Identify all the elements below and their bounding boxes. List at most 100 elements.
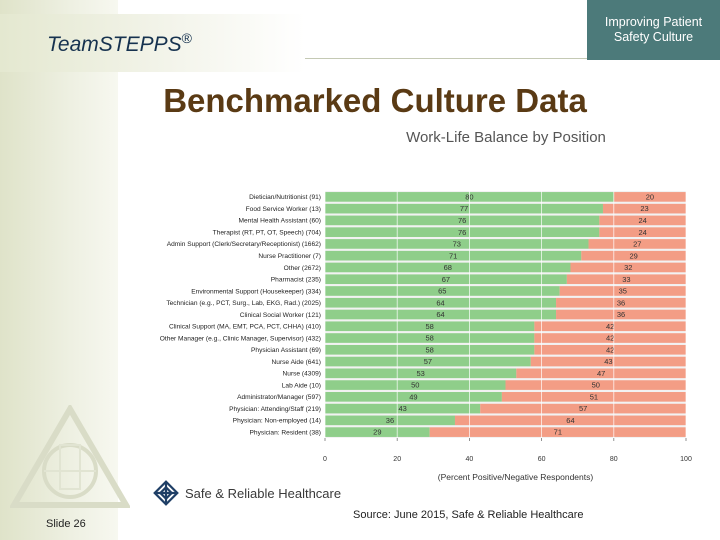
work-life-balance-chart: Work-Life Balance by Position Dietician/N… — [160, 129, 692, 482]
data-label-negative: 71 — [554, 428, 562, 437]
data-label-positive: 67 — [442, 275, 450, 284]
x-tick-label: 60 — [538, 456, 546, 463]
bar-positive — [325, 262, 571, 273]
data-label-negative: 33 — [622, 275, 630, 284]
x-tick-label: 80 — [610, 456, 618, 463]
data-label-negative: 43 — [604, 357, 612, 366]
category-label: Physician: Attending/Staff (219) — [229, 406, 321, 413]
category-label: Technician (e.g., PCT, Surg., Lab, EKG, … — [166, 300, 321, 307]
bar-positive — [325, 380, 506, 390]
x-tick-label: 40 — [466, 456, 474, 463]
bar-negative — [613, 192, 686, 202]
data-label-negative: 51 — [590, 392, 598, 401]
category-label: Therapist (RT, PT, OT, Speech) (704) — [213, 229, 321, 236]
data-label-negative: 32 — [624, 263, 632, 272]
header-rule — [305, 58, 587, 59]
bar-positive — [325, 227, 600, 237]
data-label-negative: 27 — [633, 240, 641, 249]
bar-positive — [325, 203, 603, 214]
category-label: Physician: Non-employed (14) — [233, 418, 321, 425]
data-label-negative: 57 — [579, 404, 587, 413]
category-label: Pharmacist (235) — [271, 277, 321, 284]
slide-title: Benchmarked Culture Data — [163, 82, 587, 119]
bar-negative — [516, 368, 686, 379]
bar-negative — [454, 415, 686, 426]
slide-number: Slide 26 — [46, 518, 86, 530]
data-label-positive: 68 — [444, 263, 452, 272]
data-label-positive: 53 — [416, 369, 424, 378]
bar-negative — [559, 286, 686, 296]
bar-negative — [602, 203, 686, 214]
bar-positive — [325, 274, 567, 285]
source-note: Source: June 2015, Safe & Reliable Healt… — [353, 509, 584, 521]
data-label-positive: 76 — [458, 228, 466, 237]
data-label-negative: 23 — [640, 204, 648, 213]
teamstepps-logo-text: TeamSTEPPS® — [47, 30, 192, 56]
category-label: Mental Health Assistant (60) — [239, 218, 321, 225]
bar-negative — [505, 380, 686, 390]
bar-positive — [325, 297, 557, 308]
header-band — [0, 14, 305, 72]
data-label-positive: 49 — [409, 392, 417, 401]
bar-positive — [325, 427, 430, 437]
bar-positive — [325, 250, 582, 261]
data-label-negative: 42 — [606, 322, 614, 331]
data-label-positive: 50 — [411, 381, 419, 390]
data-label-positive: 77 — [460, 204, 468, 213]
bar-negative — [599, 227, 686, 237]
data-label-negative: 64 — [566, 416, 574, 425]
data-label-negative: 50 — [592, 381, 600, 390]
org-name: Safe & Reliable Healthcare — [185, 485, 342, 501]
bar-positive — [325, 321, 535, 332]
data-label-negative: 36 — [617, 298, 625, 307]
bar-negative — [501, 392, 686, 402]
bar-positive — [325, 403, 481, 414]
category-label: Other Manager (e.g., Clinic Manager, Sup… — [160, 335, 321, 342]
category-label: Environmental Support (Housekeeper) (334… — [191, 288, 321, 295]
data-label-positive: 36 — [386, 416, 394, 425]
x-axis-label: (Percent Positive/Negative Respondents) — [438, 472, 594, 482]
data-label-positive: 73 — [453, 240, 461, 249]
category-label: Other (2672) — [284, 265, 321, 272]
category-label: Administrator/Manager (597) — [237, 394, 321, 401]
category-label: Nurse Practitioner (7) — [258, 253, 321, 260]
category-label: Clinical Social Worker (121) — [240, 312, 321, 319]
category-label: Clinical Support (MA, EMT, PCA, PCT, CHH… — [169, 324, 321, 331]
data-label-negative: 24 — [639, 216, 647, 225]
data-label-positive: 71 — [449, 251, 457, 260]
org-logo: Safe & Reliable Healthcare — [153, 480, 341, 506]
bar-negative — [570, 262, 686, 273]
bar-negative — [588, 239, 686, 249]
bar-negative — [581, 250, 686, 261]
bar-positive — [325, 333, 535, 343]
bar-negative — [534, 344, 686, 355]
data-label-negative: 42 — [606, 345, 614, 354]
bar-negative — [429, 427, 686, 437]
data-label-positive: 58 — [426, 345, 434, 354]
category-label: Food Service Worker (13) — [246, 206, 321, 213]
data-label-positive: 29 — [373, 428, 381, 437]
x-tick-label: 20 — [393, 456, 401, 463]
bar-negative — [480, 403, 686, 414]
corner-banner: Improving Patient Safety Culture — [587, 0, 720, 60]
x-tick-label: 0 — [323, 456, 327, 463]
category-label: Nurse (4309) — [283, 371, 321, 378]
data-label-negative: 24 — [639, 228, 647, 237]
data-label-negative: 42 — [606, 334, 614, 343]
corner-line-1: Improving Patient — [604, 15, 703, 29]
bar-negative — [530, 356, 686, 367]
data-label-positive: 64 — [436, 298, 444, 307]
bar-negative — [556, 309, 686, 320]
x-tick-label: 100 — [680, 456, 692, 463]
bar-positive — [325, 309, 557, 320]
data-label-positive: 58 — [426, 322, 434, 331]
data-label-positive: 57 — [424, 357, 432, 366]
bar-positive — [325, 344, 535, 355]
bar-positive — [325, 286, 560, 296]
bar-negative — [566, 274, 686, 285]
bar-positive — [325, 415, 455, 426]
data-label-negative: 47 — [597, 369, 605, 378]
data-label-positive: 58 — [426, 334, 434, 343]
bar-negative — [534, 333, 686, 343]
bar-positive — [325, 392, 502, 402]
